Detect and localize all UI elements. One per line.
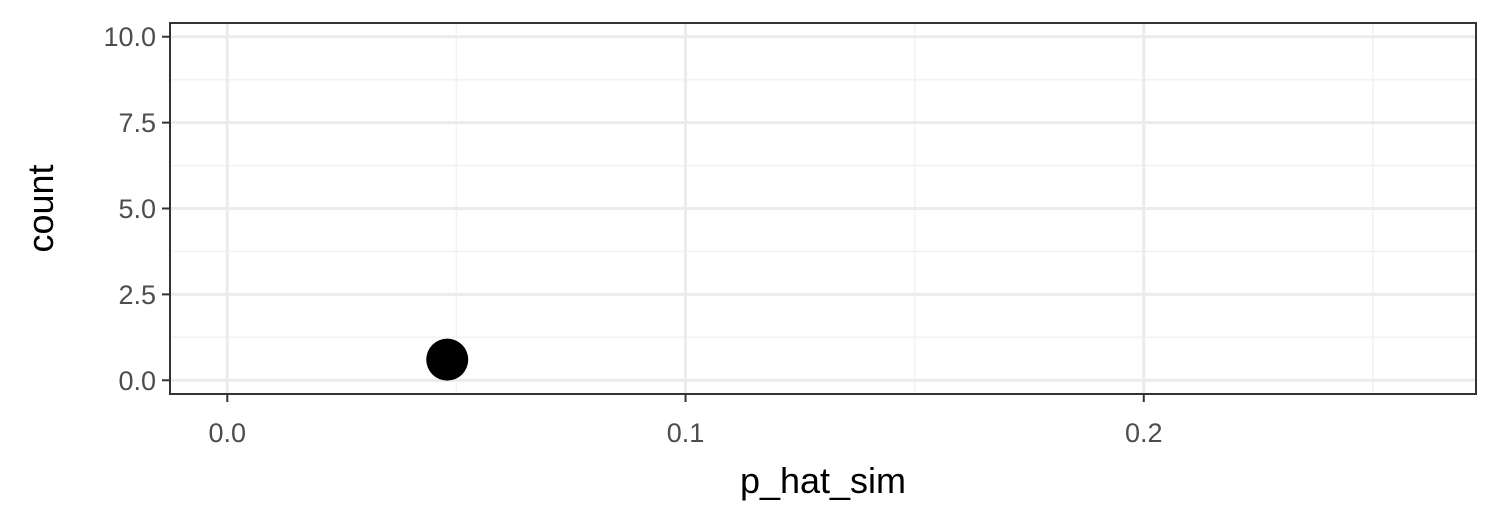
x-tick-label: 0.0 [209,418,247,448]
major-gridlines [170,23,1476,394]
x-axis: 0.0 0.1 0.2 [209,394,1163,448]
x-tick-label: 0.2 [1125,418,1163,448]
y-axis: 0.0 2.5 5.0 7.5 10.0 [103,22,170,396]
y-axis-title: count [20,164,61,252]
y-tick-label: 0.0 [118,366,156,396]
y-tick-label: 2.5 [118,280,156,310]
data-point [426,338,469,381]
minor-gridlines [170,23,1476,394]
data-points [426,338,469,381]
y-tick-label: 10.0 [103,22,156,52]
x-axis-title: p_hat_sim [740,460,906,501]
x-tick-label: 0.1 [667,418,705,448]
y-tick-label: 7.5 [118,108,156,138]
y-tick-label: 5.0 [118,194,156,224]
